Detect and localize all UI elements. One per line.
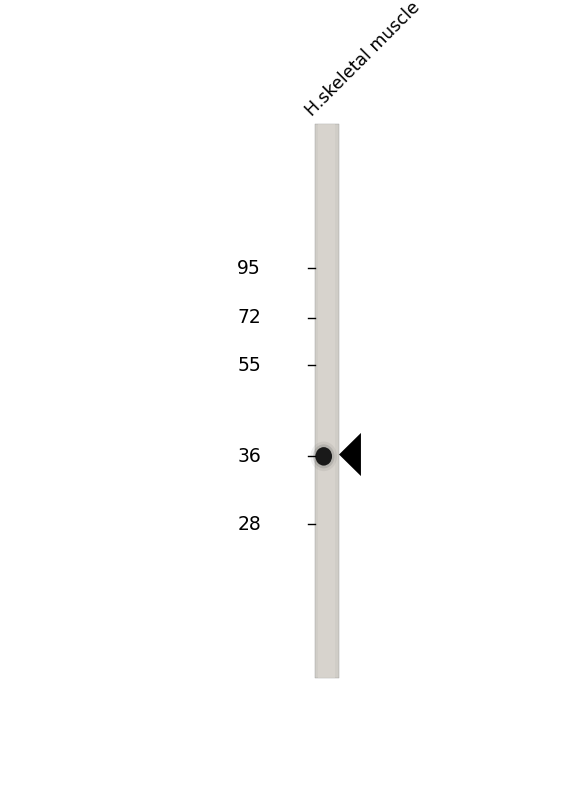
Ellipse shape — [315, 447, 332, 466]
Polygon shape — [339, 433, 361, 476]
Bar — [318, 124, 335, 678]
Ellipse shape — [310, 442, 337, 471]
Bar — [315, 124, 339, 678]
Text: 28: 28 — [237, 514, 261, 534]
Text: H.skeletal muscle: H.skeletal muscle — [302, 0, 424, 119]
Ellipse shape — [313, 444, 334, 468]
Text: 36: 36 — [237, 447, 261, 466]
Text: 72: 72 — [237, 308, 261, 327]
Text: 55: 55 — [237, 356, 261, 374]
Text: 95: 95 — [237, 259, 261, 278]
